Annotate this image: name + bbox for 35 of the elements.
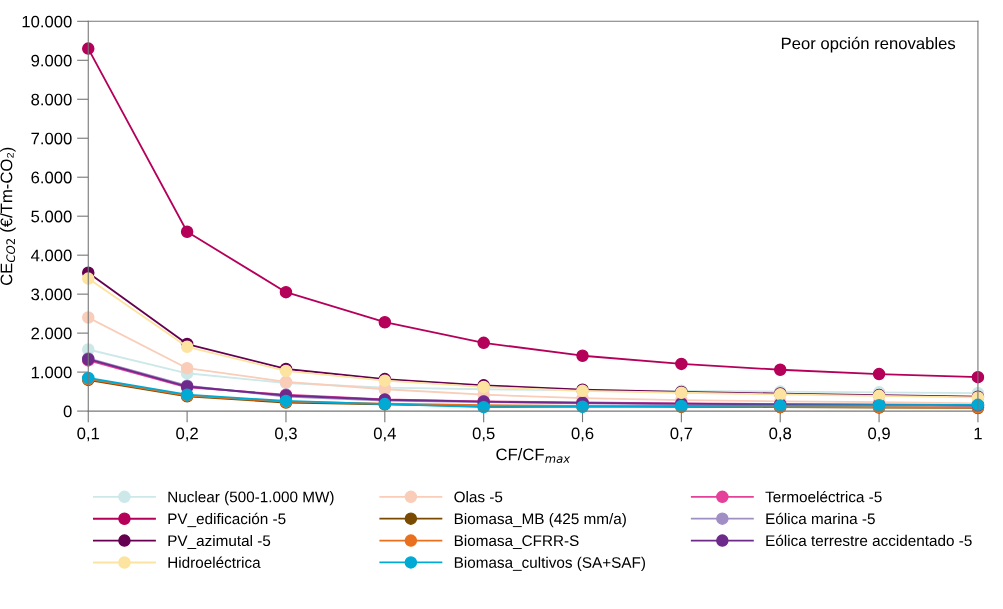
y-tick-label: 9.000 — [31, 54, 72, 67]
legend-label: Biomasa_CFRR-S — [454, 534, 579, 549]
x-tick-label: 0,5 — [472, 427, 495, 442]
y-tick-label: 1.000 — [31, 366, 72, 379]
x-tick-label: 1 — [974, 427, 982, 440]
x-tick-label: 0,3 — [275, 427, 297, 442]
y-tick-label: 0 — [63, 405, 72, 418]
legend-label: Eólica terrestre accidentado -5 — [766, 534, 972, 547]
x-tick-label: 0,6 — [571, 427, 594, 442]
legend-label: Hidroeléctrica — [168, 556, 261, 568]
y-tick-label: 4.000 — [30, 249, 72, 262]
y-tick-label: 5.000 — [31, 210, 72, 223]
x-axis-title: CF/CF$_{max}$ — [496, 448, 571, 464]
x-tick-label: 0,8 — [769, 427, 792, 442]
y-tick-label: 8.000 — [31, 93, 72, 106]
annotation: Peor opción renovables — [781, 36, 956, 53]
legend-label: Eólica marina -5 — [766, 512, 875, 525]
y-tick-label: 6.000 — [31, 171, 72, 184]
legend-label: Nuclear (500-1.000 MW) — [168, 491, 334, 506]
x-tick-label: 0,7 — [670, 427, 693, 442]
legend-label: PV_edificación -5 — [168, 512, 286, 528]
y-tick-label: 3.000 — [31, 288, 72, 301]
legend-label: Termoeléctrica -5 — [765, 490, 882, 503]
legend-label: Olas -5 — [454, 491, 503, 503]
y-axis-title: CE$_{CO2}$ (€/Tm-CO₂) — [0, 147, 16, 286]
legend-label: Biomasa_MB (425 mm/a) — [454, 512, 626, 528]
x-tick-label: 0,4 — [373, 427, 396, 442]
x-tick-label: 0,1 — [77, 427, 100, 442]
y-tick-label: 7.000 — [31, 132, 72, 145]
x-tick-label: 0,9 — [868, 427, 890, 442]
y-tick-label: 10.000 — [22, 15, 72, 28]
legend-label: PV_azimutal -5 — [168, 534, 271, 549]
x-tick-label: 0,2 — [176, 427, 198, 442]
y-tick-label: 2.000 — [31, 327, 72, 340]
legend-label: Biomasa_cultivos (SA+SAF) — [454, 556, 645, 571]
